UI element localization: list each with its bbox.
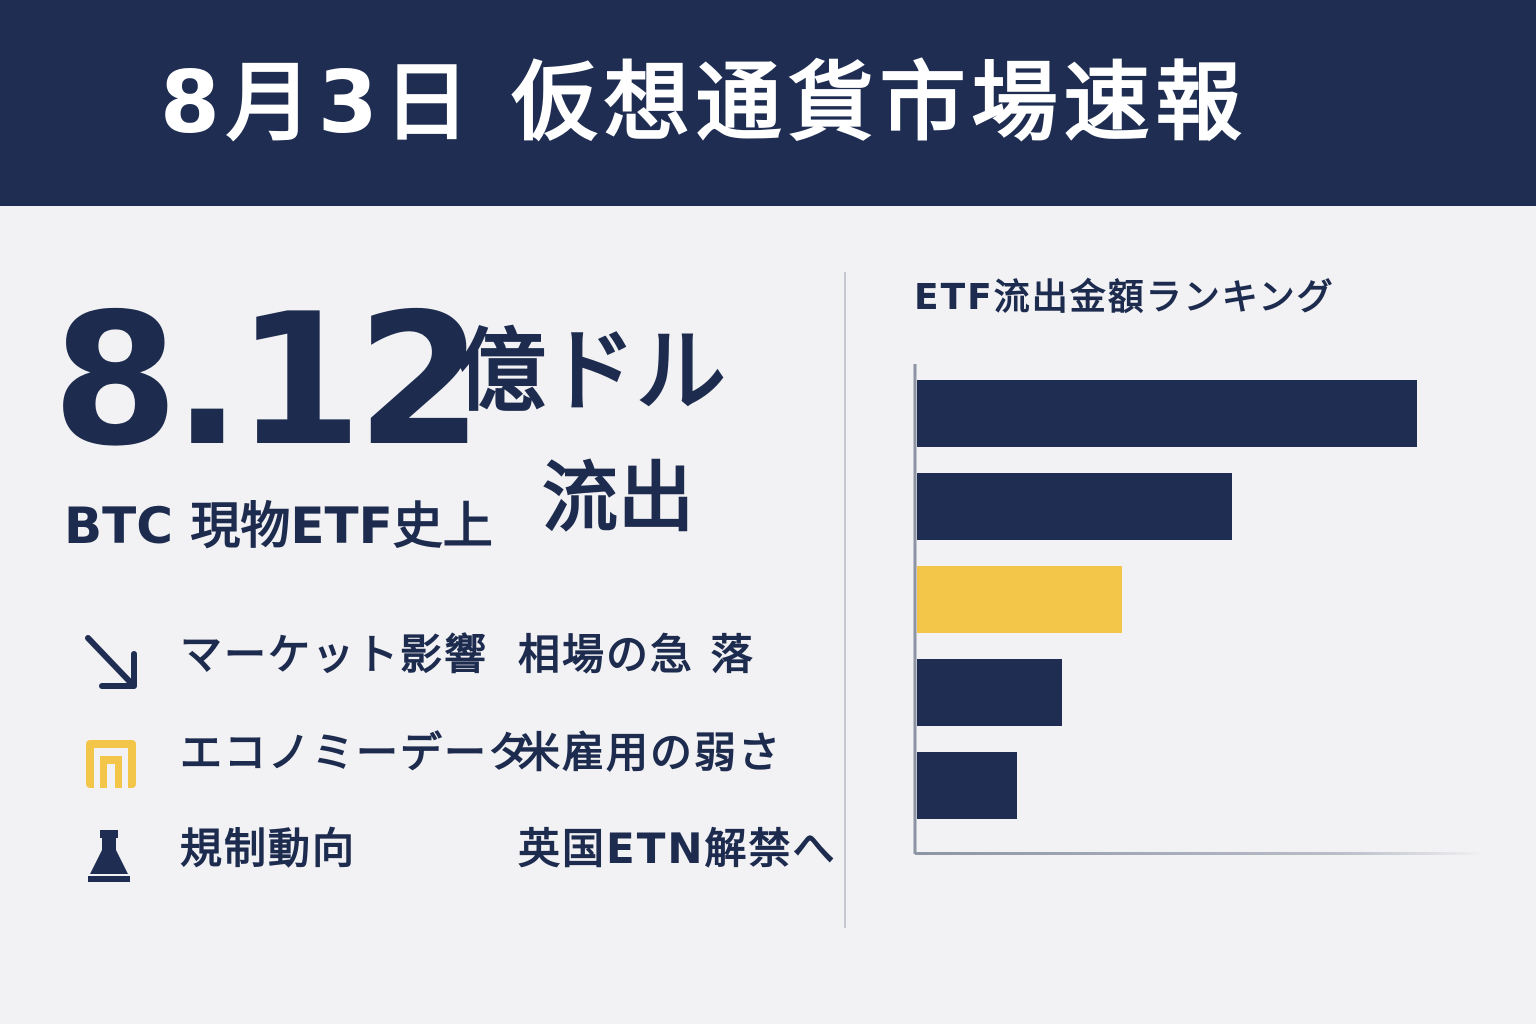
outflow-amount: 8.12 — [52, 274, 483, 486]
info-label: マーケット影響 — [180, 630, 489, 679]
arrow-down-right-icon — [85, 635, 137, 689]
bar-4 — [917, 659, 1062, 726]
info-row-economy-data: エコノミーデータ 米雇用の弱さ — [80, 720, 840, 790]
page-title: 8月3日 仮想通貨市場速報 — [160, 53, 1248, 153]
bar-2 — [917, 473, 1232, 540]
info-label: 規制動向 — [180, 824, 357, 873]
header-banner: 8月3日 仮想通貨市場速報 — [0, 0, 1536, 206]
info-label: エコノミーデータ — [180, 728, 533, 777]
chart-title: ETF流出金額ランキング — [914, 277, 1335, 318]
yellow-square-icon — [86, 740, 136, 788]
info-value: 相場の急 落 — [518, 630, 755, 679]
amount-unit: 億ドル — [456, 319, 726, 424]
bar-5 — [917, 752, 1017, 819]
bar-1 — [917, 380, 1417, 447]
vertical-divider — [844, 272, 846, 928]
info-value: 英国ETN解禁へ — [518, 824, 837, 873]
headline-subtitle: BTC 現物ETF史上 — [64, 497, 493, 555]
x-axis — [915, 852, 1485, 855]
bar-3 — [917, 566, 1122, 633]
info-value: 米雇用の弱さ — [518, 728, 783, 777]
outflow-label: 流出 — [542, 453, 694, 542]
info-row-market-impact: マーケット影響 相場の急 落 — [80, 622, 840, 692]
outflow-ranking-chart — [913, 364, 1485, 855]
info-row-regulation: 規制動向 英国ETN解禁へ — [80, 816, 840, 886]
flask-icon — [88, 830, 130, 882]
